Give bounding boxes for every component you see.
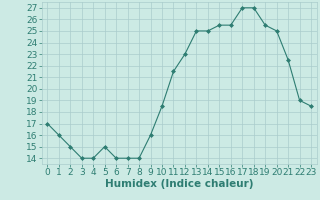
X-axis label: Humidex (Indice chaleur): Humidex (Indice chaleur): [105, 179, 253, 189]
